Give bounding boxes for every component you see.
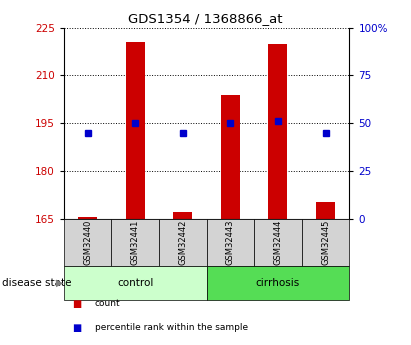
- Text: ▶: ▶: [56, 278, 63, 288]
- Text: ■: ■: [72, 299, 81, 308]
- Text: GSM32441: GSM32441: [131, 220, 140, 265]
- Text: GSM32442: GSM32442: [178, 220, 187, 265]
- Text: control: control: [117, 278, 153, 288]
- Text: GSM32445: GSM32445: [321, 220, 330, 265]
- Text: GSM32444: GSM32444: [273, 220, 282, 265]
- Text: cirrhosis: cirrhosis: [256, 278, 300, 288]
- Bar: [126, 42, 145, 219]
- Text: GSM32440: GSM32440: [83, 220, 92, 265]
- Text: GSM32443: GSM32443: [226, 220, 235, 265]
- Bar: [316, 201, 335, 219]
- Bar: [78, 217, 97, 219]
- Text: ■: ■: [72, 323, 81, 333]
- Bar: [268, 43, 287, 219]
- Text: count: count: [95, 299, 120, 308]
- Text: percentile rank within the sample: percentile rank within the sample: [95, 323, 248, 332]
- Text: GDS1354 / 1368866_at: GDS1354 / 1368866_at: [128, 12, 283, 25]
- Text: disease state: disease state: [2, 278, 72, 288]
- Bar: [173, 212, 192, 219]
- Bar: [221, 95, 240, 219]
